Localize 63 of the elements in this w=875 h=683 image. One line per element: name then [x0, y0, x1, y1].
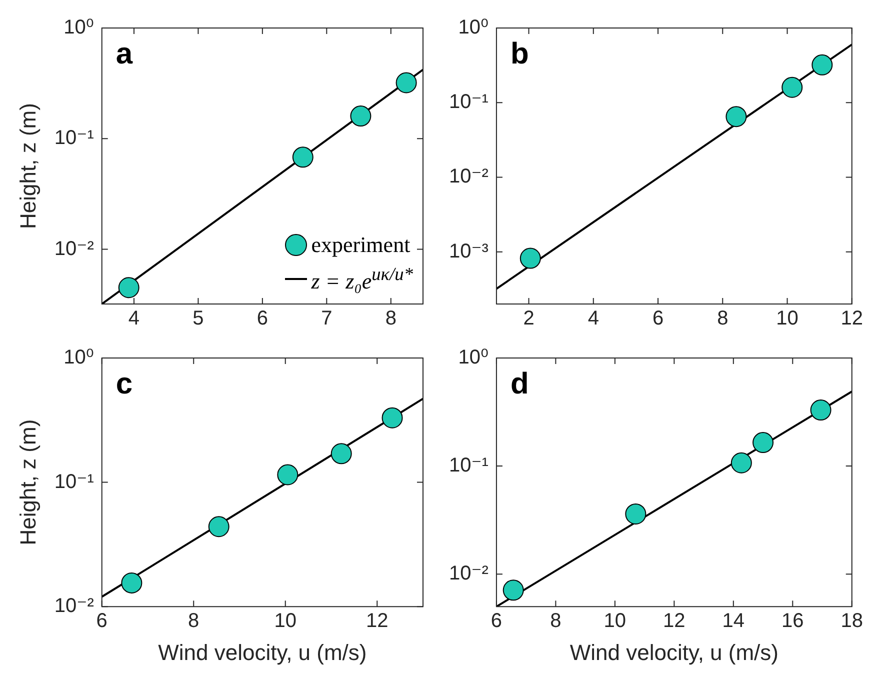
- x-tick-label: 7: [321, 308, 332, 330]
- point: [810, 400, 832, 421]
- y-tick-label: 10⁰: [458, 346, 488, 369]
- point: [726, 106, 747, 128]
- point: [625, 503, 646, 524]
- point: [121, 572, 142, 594]
- annotation: a: [116, 37, 133, 70]
- x-tick-label: 10: [604, 610, 626, 632]
- y-axis-title: Height, z (m): [15, 103, 40, 229]
- x-tick-label: 6: [490, 610, 502, 632]
- point: [382, 407, 403, 428]
- legend-label: z = z₀e$^{uκ/u*}$: [311, 264, 413, 294]
- y-tick-label: 10⁻³: [448, 240, 489, 262]
- x-tick-label: 12: [663, 610, 686, 632]
- y-tick-label: 10⁻¹: [54, 470, 94, 493]
- point: [396, 72, 417, 94]
- point: [208, 516, 230, 538]
- x-tick-label: 5: [192, 308, 204, 330]
- x-tick-label: 6: [96, 610, 108, 632]
- y-tick-label: 10⁻²: [448, 562, 489, 585]
- point: [502, 580, 524, 601]
- y-tick-label: 10⁻²: [54, 238, 94, 260]
- x-tick-label: 8: [188, 610, 200, 632]
- x-tick-label: 18: [840, 610, 863, 632]
- point: [118, 277, 140, 298]
- x-tick-label: 10: [776, 308, 798, 330]
- point: [812, 54, 833, 76]
- y-tick-label: 10⁻¹: [448, 91, 489, 114]
- point: [752, 432, 774, 454]
- point: [292, 146, 314, 168]
- point: [520, 248, 541, 269]
- y-tick-label: 10⁰: [458, 16, 488, 39]
- x-tick-label: 6: [652, 308, 664, 330]
- y-tick-label: 10⁰: [64, 346, 94, 369]
- x-tick-label: 4: [128, 308, 140, 330]
- x-tick-label: 16: [782, 610, 804, 632]
- x-tick-label: 6: [256, 308, 268, 330]
- x-axis-title: Wind velocity, u (m/s): [158, 640, 367, 665]
- y-tick-label: 10⁰: [64, 16, 94, 39]
- point: [782, 76, 803, 98]
- y-tick-label: 10⁻²: [448, 166, 489, 188]
- point: [730, 452, 752, 474]
- x-tick-label: 12: [366, 610, 388, 632]
- annotation: b: [510, 37, 529, 70]
- x-tick-label: 10: [274, 610, 296, 632]
- x-axis-title: Wind velocity, u (m/s): [570, 640, 778, 665]
- x-tick-label: 8: [717, 308, 728, 330]
- point: [350, 106, 372, 127]
- x-tick-label: 12: [840, 308, 863, 330]
- x-tick-label: 4: [588, 308, 599, 330]
- y-axis-title: Height, z (m): [15, 419, 40, 546]
- x-tick-label: 8: [385, 308, 396, 330]
- y-tick-label: 10⁻¹: [448, 454, 489, 477]
- point: [277, 464, 298, 486]
- y-tick-label: 10⁻¹: [54, 127, 94, 150]
- x-tick-label: 2: [523, 308, 534, 330]
- annotation: c: [116, 367, 133, 400]
- x-tick-label: 8: [550, 610, 562, 632]
- y-tick-label: 10⁻²: [54, 595, 94, 618]
- x-tick-label: 14: [722, 610, 745, 632]
- point: [330, 443, 352, 464]
- annotation: d: [510, 367, 529, 400]
- legend-label: experiment: [311, 232, 410, 258]
